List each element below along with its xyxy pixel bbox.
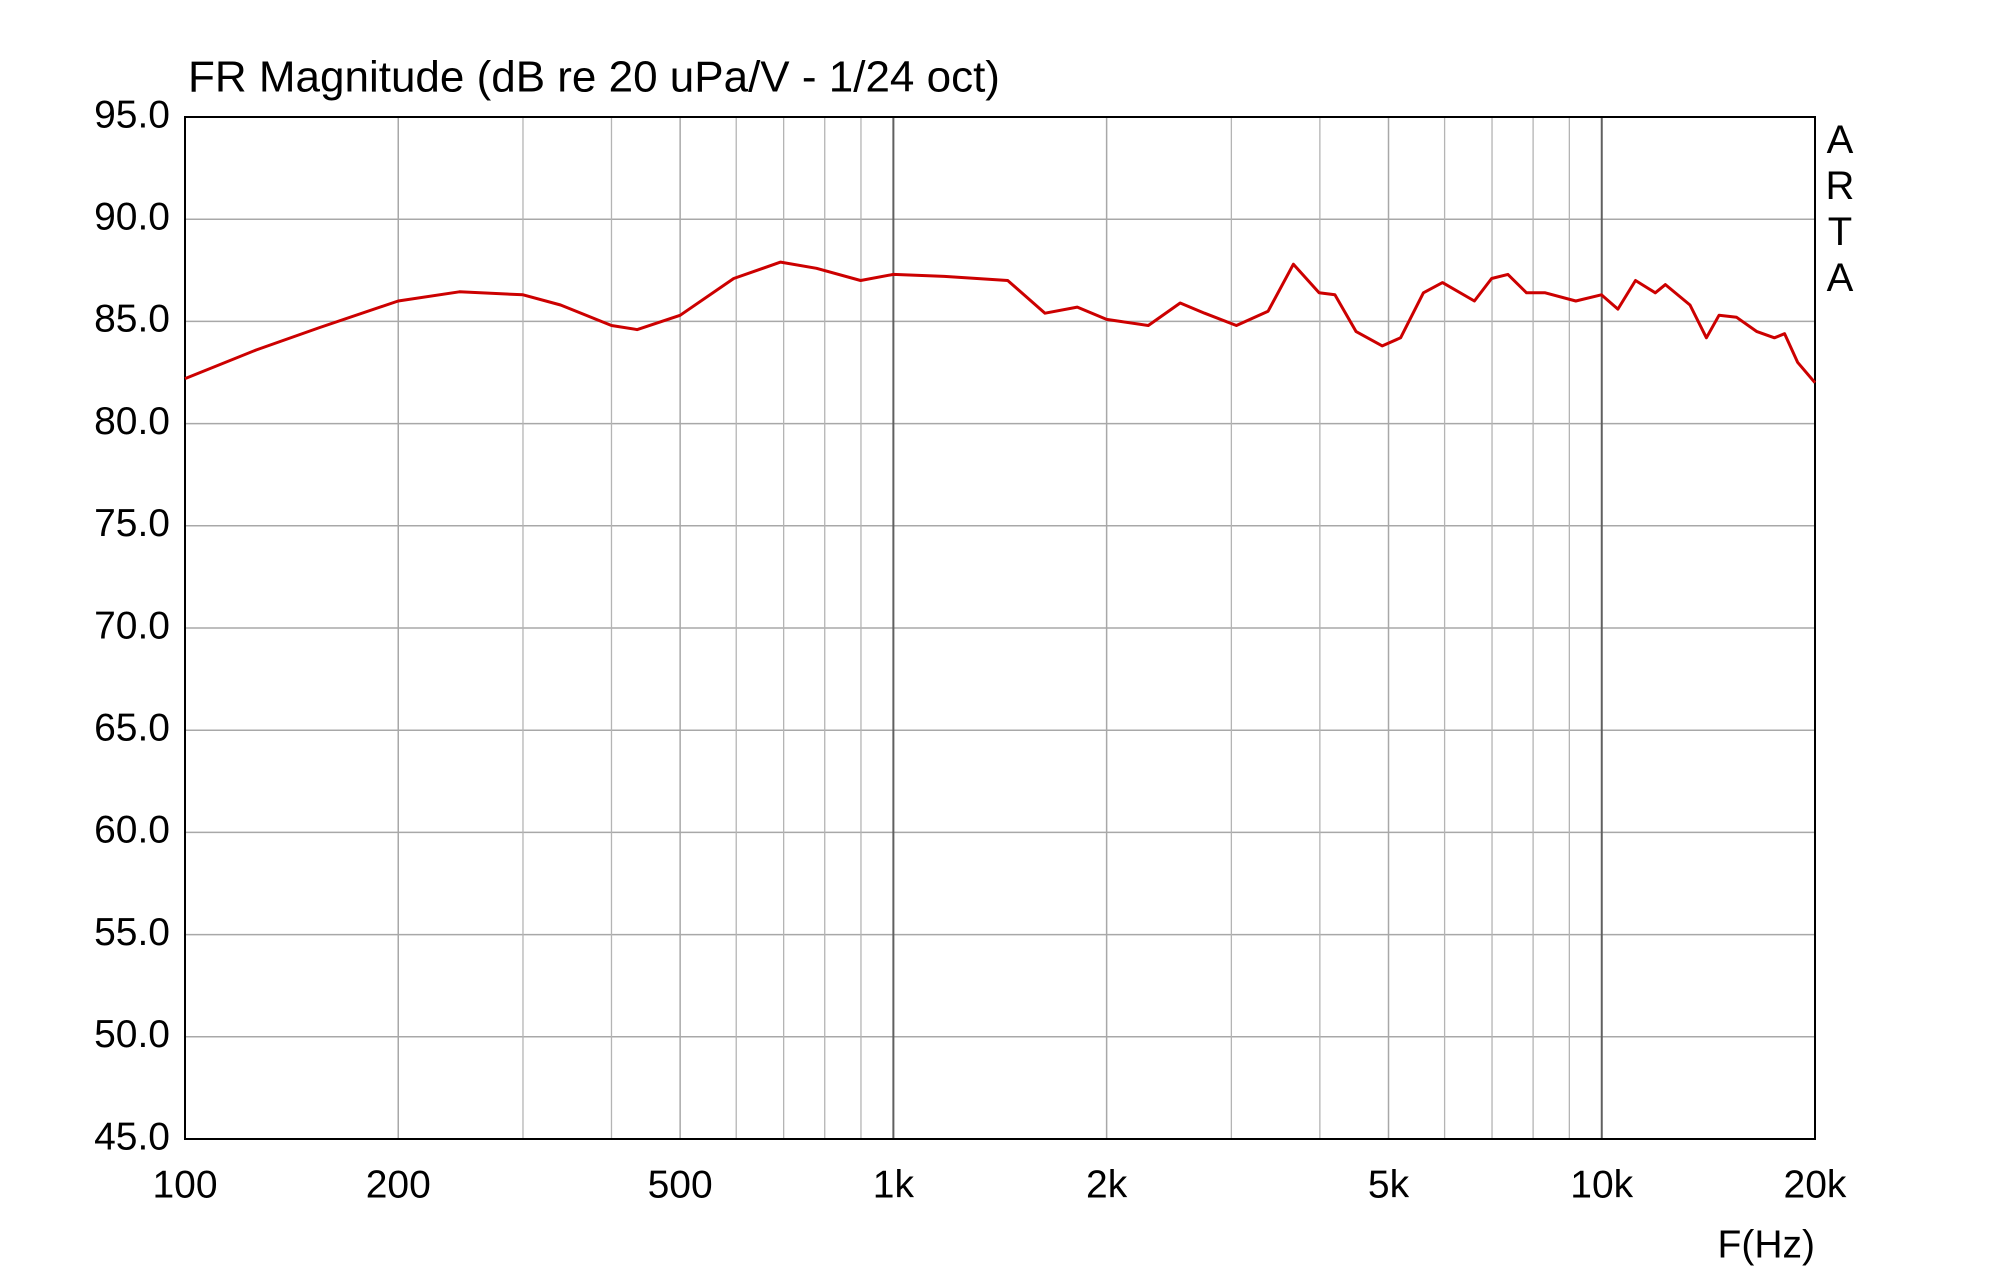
x-tick-label: 20k [1784,1163,1847,1206]
x-tick-label: 500 [648,1163,713,1206]
x-tick-label: 100 [152,1163,217,1206]
y-tick-label: 60.0 [94,809,170,852]
data-line [184,260,1817,384]
plot-frame [184,116,1816,1140]
x-tick-label: 2k [1086,1163,1128,1206]
x-axis-label: F(Hz) [1718,1223,1815,1266]
y-tick-label: 50.0 [94,1013,170,1056]
y-tick-label: 95.0 [94,93,170,136]
y-tick-label: 90.0 [94,195,170,238]
y-tick-label: 45.0 [94,1115,170,1158]
x-tick-label: 5k [1368,1163,1410,1206]
y-tick-label: 65.0 [94,706,170,749]
y-tick-label: 70.0 [94,604,170,647]
x-tick-label: 10k [1570,1163,1633,1206]
y-tick-label: 55.0 [94,911,170,954]
y-tick-label: 75.0 [94,502,170,545]
x-tick-label: 200 [366,1163,431,1206]
y-tick-label: 80.0 [94,400,170,443]
watermark: ARTA [1818,118,1862,302]
y-tick-label: 85.0 [94,298,170,341]
chart-title: FR Magnitude (dB re 20 uPa/V - 1/24 oct) [188,53,1000,102]
x-tick-label: 1k [873,1163,915,1206]
